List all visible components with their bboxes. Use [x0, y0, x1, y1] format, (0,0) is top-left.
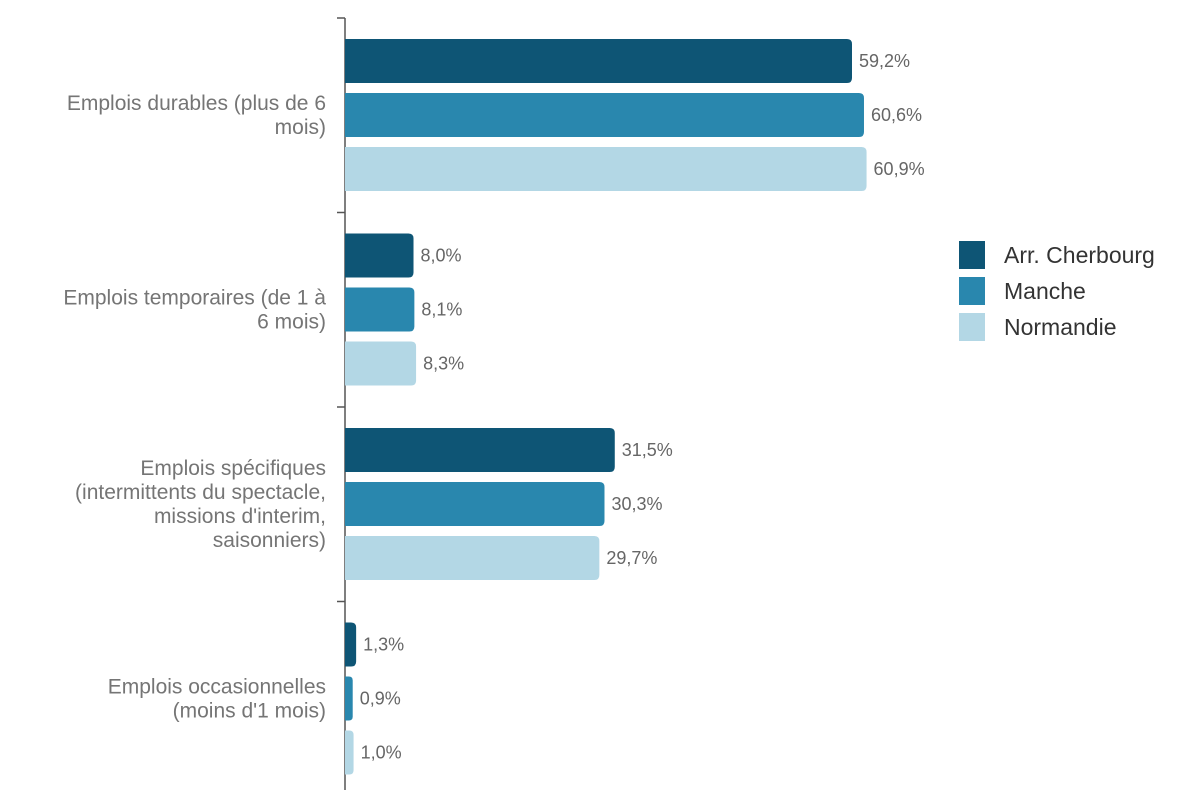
- legend-label: Manche: [1004, 278, 1086, 304]
- bar-normandie: [345, 730, 354, 775]
- bar-normandie: [345, 536, 600, 580]
- category-labels: Emplois durables (plus de 6 mois) Emplois …: [63, 92, 326, 723]
- bar-arr-cherbourg: [345, 428, 615, 472]
- value-label: 8,1%: [421, 300, 462, 320]
- category-label: Emplois occasionnelles (moins d'1 mois): [108, 676, 326, 723]
- y-axis: [337, 17, 346, 790]
- bar-arr-cherbourg: [345, 39, 852, 83]
- legend-swatch: [959, 277, 985, 305]
- value-labels: 59,2% 60,6% 60,9% 8,0% 8,1% 8,3% 31,5% 30,3% 29,…: [360, 51, 925, 763]
- legend-swatch: [959, 241, 985, 269]
- bar-manche: [345, 676, 353, 721]
- bar-normandie: [345, 341, 417, 386]
- value-label: 60,9%: [874, 159, 925, 179]
- legend-label: Normandie: [1004, 314, 1117, 340]
- value-label: 59,2%: [859, 51, 910, 71]
- category-label: Emplois spécifiques (intermittents du spe…: [75, 457, 326, 552]
- bar-manche: [345, 93, 864, 137]
- value-label: 30,3%: [611, 494, 662, 514]
- value-label: 29,7%: [606, 548, 657, 568]
- value-label: 60,6%: [871, 105, 922, 125]
- category-label: Emplois durables (plus de 6 mois): [67, 92, 326, 139]
- legend: Arr. Cherbourg Manche Normandie: [959, 241, 1155, 341]
- value-label: 8,0%: [421, 246, 462, 266]
- legend-label: Arr. Cherbourg: [1004, 242, 1155, 268]
- bar-manche: [345, 287, 415, 332]
- bar-manche: [345, 482, 605, 526]
- bar-arr-cherbourg: [345, 622, 357, 667]
- value-label: 1,0%: [361, 743, 402, 763]
- bar-normandie: [345, 147, 867, 191]
- legend-swatch: [959, 313, 985, 341]
- value-label: 0,9%: [360, 689, 401, 709]
- bars: [345, 39, 867, 775]
- value-label: 8,3%: [423, 354, 464, 374]
- value-label: 1,3%: [363, 635, 404, 655]
- bar-arr-cherbourg: [345, 233, 414, 278]
- value-label: 31,5%: [622, 440, 673, 460]
